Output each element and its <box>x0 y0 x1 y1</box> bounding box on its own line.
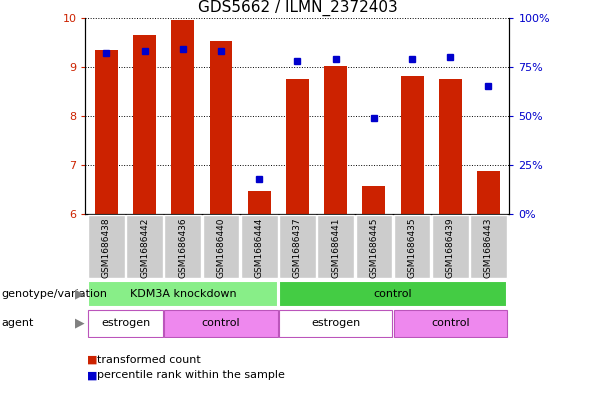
Bar <box>393 310 507 336</box>
Text: control: control <box>431 318 469 328</box>
Bar <box>356 215 392 278</box>
Bar <box>248 191 271 214</box>
Text: transformed count: transformed count <box>97 354 201 365</box>
Text: ■: ■ <box>87 370 98 380</box>
Text: ■: ■ <box>87 354 98 365</box>
Text: control: control <box>373 289 412 299</box>
Text: GSM1686439: GSM1686439 <box>446 217 455 278</box>
Bar <box>432 215 469 278</box>
Text: GSM1686441: GSM1686441 <box>331 217 340 278</box>
Bar <box>470 215 507 278</box>
Bar <box>362 186 385 214</box>
Bar <box>95 50 118 214</box>
Bar <box>126 215 163 278</box>
Bar <box>439 79 462 214</box>
Text: genotype/variation: genotype/variation <box>1 289 107 299</box>
Text: GSM1686438: GSM1686438 <box>102 217 111 278</box>
Text: GSM1686444: GSM1686444 <box>254 217 264 278</box>
Bar <box>279 215 316 278</box>
Text: ▶: ▶ <box>75 287 85 300</box>
Bar <box>279 310 392 336</box>
Bar <box>164 215 201 278</box>
Bar <box>241 215 277 278</box>
Text: estrogen: estrogen <box>101 318 150 328</box>
Bar <box>317 215 354 278</box>
Title: GDS5662 / ILMN_2372403: GDS5662 / ILMN_2372403 <box>197 0 398 17</box>
Text: GSM1686443: GSM1686443 <box>484 217 493 278</box>
Bar <box>393 215 431 278</box>
Bar <box>279 281 507 307</box>
Bar <box>171 20 194 214</box>
Text: GSM1686445: GSM1686445 <box>369 217 378 278</box>
Bar <box>88 310 163 336</box>
Text: ▶: ▶ <box>75 317 85 330</box>
Text: GSM1686436: GSM1686436 <box>178 217 187 278</box>
Bar <box>88 215 125 278</box>
Text: GSM1686440: GSM1686440 <box>217 217 226 278</box>
Bar <box>477 171 500 214</box>
Text: estrogen: estrogen <box>311 318 360 328</box>
Bar <box>133 35 156 214</box>
Bar <box>210 41 233 214</box>
Text: agent: agent <box>1 318 34 328</box>
Text: percentile rank within the sample: percentile rank within the sample <box>97 370 285 380</box>
Text: GSM1686442: GSM1686442 <box>140 217 149 278</box>
Bar <box>324 66 347 214</box>
Bar <box>164 310 277 336</box>
Bar <box>203 215 239 278</box>
Bar <box>88 281 277 307</box>
Text: KDM3A knockdown: KDM3A knockdown <box>130 289 236 299</box>
Text: control: control <box>201 318 240 328</box>
Text: GSM1686437: GSM1686437 <box>293 217 302 278</box>
Text: GSM1686435: GSM1686435 <box>408 217 416 278</box>
Bar <box>401 75 423 214</box>
Bar <box>286 79 309 214</box>
